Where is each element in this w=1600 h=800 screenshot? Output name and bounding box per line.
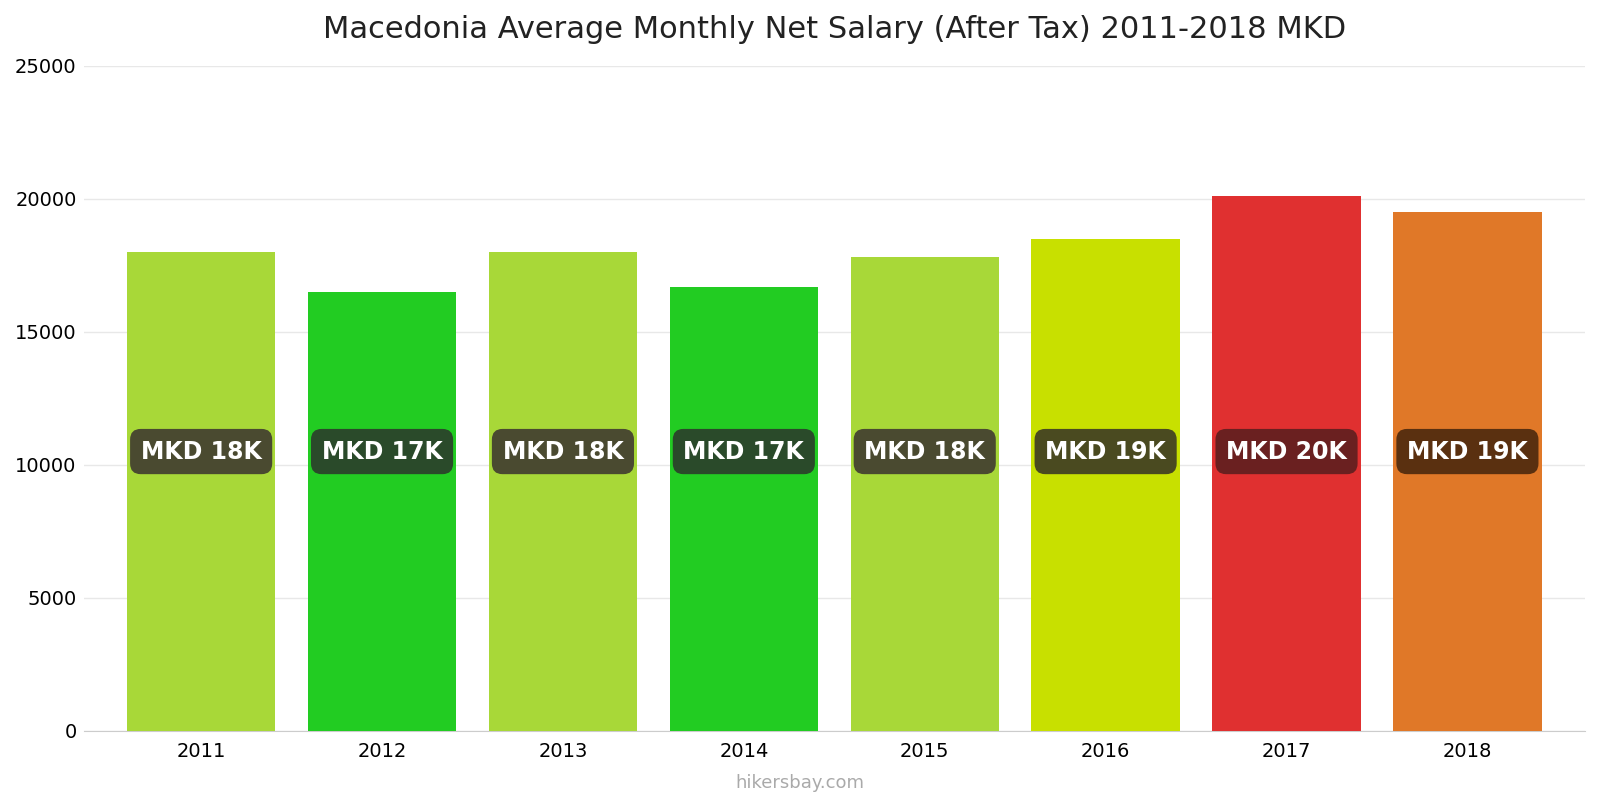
Bar: [670, 286, 818, 731]
Text: MKD 18K: MKD 18K: [141, 439, 261, 463]
Text: MKD 18K: MKD 18K: [864, 439, 986, 463]
Bar: [307, 292, 456, 731]
Bar: [1032, 238, 1179, 731]
Text: MKD 18K: MKD 18K: [502, 439, 624, 463]
Text: MKD 17K: MKD 17K: [683, 439, 805, 463]
Bar: [851, 258, 998, 731]
Text: MKD 19K: MKD 19K: [1045, 439, 1166, 463]
Title: Macedonia Average Monthly Net Salary (After Tax) 2011-2018 MKD: Macedonia Average Monthly Net Salary (Af…: [323, 15, 1346, 44]
Text: hikersbay.com: hikersbay.com: [736, 774, 864, 792]
Text: MKD 20K: MKD 20K: [1226, 439, 1347, 463]
Text: MKD 17K: MKD 17K: [322, 439, 443, 463]
Bar: [126, 252, 275, 731]
Text: MKD 19K: MKD 19K: [1406, 439, 1528, 463]
Bar: [1213, 196, 1360, 731]
Bar: [488, 252, 637, 731]
Bar: [1394, 212, 1541, 731]
